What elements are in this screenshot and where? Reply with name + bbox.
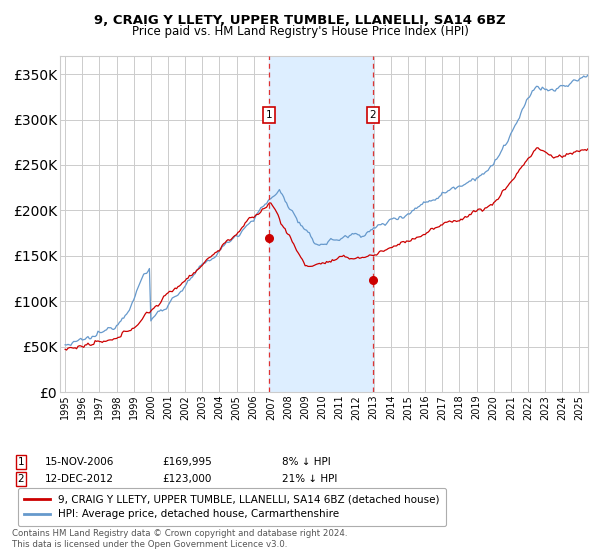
Bar xyxy=(269,56,373,392)
Text: 15-NOV-2006: 15-NOV-2006 xyxy=(45,457,115,467)
Text: 2: 2 xyxy=(17,474,25,484)
Text: 1: 1 xyxy=(17,457,25,467)
Text: 1: 1 xyxy=(265,110,272,120)
Text: Contains HM Land Registry data © Crown copyright and database right 2024.
This d: Contains HM Land Registry data © Crown c… xyxy=(12,529,347,549)
Text: 2: 2 xyxy=(370,110,376,120)
Text: 8% ↓ HPI: 8% ↓ HPI xyxy=(282,457,331,467)
Text: £123,000: £123,000 xyxy=(162,474,211,484)
Text: Price paid vs. HM Land Registry's House Price Index (HPI): Price paid vs. HM Land Registry's House … xyxy=(131,25,469,38)
Text: 9, CRAIG Y LLETY, UPPER TUMBLE, LLANELLI, SA14 6BZ: 9, CRAIG Y LLETY, UPPER TUMBLE, LLANELLI… xyxy=(94,14,506,27)
Text: 21% ↓ HPI: 21% ↓ HPI xyxy=(282,474,337,484)
Text: £169,995: £169,995 xyxy=(162,457,212,467)
Text: 12-DEC-2012: 12-DEC-2012 xyxy=(45,474,114,484)
Legend: 9, CRAIG Y LLETY, UPPER TUMBLE, LLANELLI, SA14 6BZ (detached house), HPI: Averag: 9, CRAIG Y LLETY, UPPER TUMBLE, LLANELLI… xyxy=(17,488,446,526)
